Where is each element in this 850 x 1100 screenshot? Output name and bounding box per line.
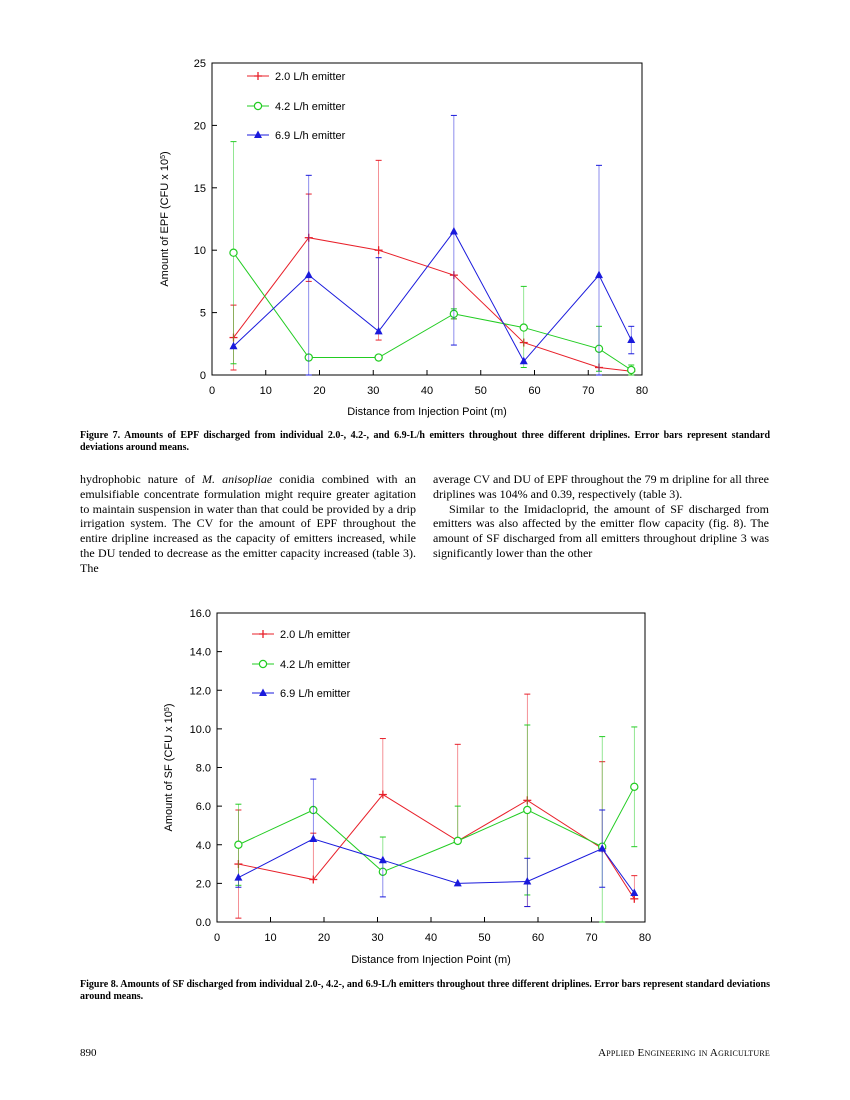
x-tick-label: 30 — [371, 932, 383, 944]
series-line — [238, 786, 635, 873]
y-tick-label: 8.0 — [196, 763, 211, 775]
y-tick-label: 15 — [194, 183, 206, 195]
legend-label: 6.9 L/h emitter — [280, 688, 351, 700]
x-tick-label: 80 — [639, 932, 651, 944]
data-point — [630, 888, 639, 897]
y-tick-label: 4.0 — [196, 840, 211, 852]
series-1 — [229, 141, 636, 376]
series-2 — [229, 114, 636, 376]
legend-marker — [259, 688, 267, 696]
data-point — [234, 873, 243, 881]
x-tick-label: 0 — [209, 385, 215, 397]
figure-7-svg: 0 10 20 30 40 50 60 70 80 0 5 10 15 20 25 Distance from… — [159, 58, 648, 418]
data-point — [453, 878, 462, 887]
y-tick-label: 6.0 — [196, 801, 211, 813]
figure-8-caption: Figure 8. Amounts of SF discharged from … — [80, 979, 770, 1002]
y-tick-label: 10.0 — [190, 724, 211, 736]
series-line — [233, 252, 632, 371]
data-point — [519, 356, 528, 365]
figure-8-svg: 0 10 20 30 40 50 60 70 80 0.0 2.0 4.0 6.0 8.0 10.0 12.0… — [163, 608, 651, 966]
data-point — [229, 341, 238, 350]
figure-7-caption: Figure 7. Amounts of EPF discharged from… — [80, 430, 770, 453]
data-point — [627, 365, 636, 375]
data-point — [598, 844, 607, 852]
y-tick-label: 12.0 — [190, 685, 211, 697]
legend-marker — [254, 130, 262, 138]
data-point — [449, 226, 458, 235]
y-tick-label: 0.0 — [196, 917, 211, 929]
x-tick-label: 80 — [636, 385, 648, 397]
data-point — [234, 840, 243, 849]
data-point — [523, 876, 532, 885]
y-tick-label: 20 — [194, 120, 206, 132]
x-tick-label: 60 — [532, 932, 544, 944]
body-text-right-column: average CV and DU of EPF throughout the … — [433, 472, 769, 561]
y-tick-label: 0 — [200, 370, 206, 382]
x-tick-label: 50 — [478, 932, 490, 944]
x-tick-label: 10 — [264, 932, 276, 944]
data-point — [519, 323, 528, 332]
legend-marker — [258, 659, 268, 669]
legend-label: 2.0 L/h emitter — [280, 629, 351, 641]
legend-label: 4.2 L/h emitter — [275, 101, 346, 113]
data-point — [309, 834, 318, 842]
data-point — [378, 855, 387, 864]
x-tick-label: 70 — [585, 932, 597, 944]
data-point — [453, 836, 462, 846]
body-paragraph-left: hydrophobic nature of M. anisopliae coni… — [80, 472, 416, 575]
journal-name: Applied Engineering in Agriculture — [598, 1047, 770, 1059]
legend-label: 4.2 L/h emitter — [280, 659, 351, 671]
y-tick-label: 25 — [194, 58, 206, 70]
x-axis-label: Distance from Injection Point (m) — [351, 954, 511, 966]
series-line — [233, 237, 632, 372]
body-text-left-column: hydrophobic nature of M. anisopliae coni… — [80, 472, 416, 576]
x-tick-label: 60 — [528, 385, 540, 397]
x-tick-label: 20 — [318, 932, 330, 944]
data-point — [595, 270, 603, 279]
body-text-columns: hydrophobic nature of M. anisopliae coni… — [80, 472, 770, 584]
figure-8-chart: 0 10 20 30 40 50 60 70 80 0.0 2.0 4.0 6.0 8.0 10.0 12.0… — [0, 598, 850, 973]
y-tick-label: 14.0 — [190, 647, 211, 659]
y-tick-label: 10 — [194, 245, 206, 257]
data-point — [374, 326, 383, 335]
y-axis-label: Amount of EPF (CFU x 105) — [159, 151, 171, 286]
y-axis-label: Amount of SF (CFU x 105) — [163, 703, 175, 831]
y-tick-label: 5 — [200, 308, 206, 320]
legend-label: 2.0 L/h emitter — [275, 71, 346, 83]
data-point — [374, 353, 383, 362]
y-tick-label: 16.0 — [190, 608, 211, 620]
series-line — [238, 838, 635, 894]
data-point — [523, 805, 532, 815]
series-line — [233, 230, 632, 363]
data-point — [304, 270, 313, 279]
series-0 — [229, 159, 636, 376]
x-tick-label: 20 — [313, 385, 325, 397]
page-number: 890 — [80, 1047, 97, 1059]
body-paragraph-right-2: Similar to the Imidacloprid, the amount … — [433, 501, 769, 560]
body-paragraph-right-1: average CV and DU of EPF throughout the … — [433, 472, 769, 501]
data-point — [627, 335, 636, 344]
series-2 — [234, 778, 639, 908]
x-tick-label: 0 — [214, 932, 220, 944]
legend-marker — [253, 101, 263, 111]
data-point — [229, 248, 238, 257]
data-point — [630, 782, 639, 792]
x-tick-label: 50 — [475, 385, 487, 397]
series-1 — [234, 724, 639, 923]
x-tick-label: 10 — [260, 385, 272, 397]
series-0 — [234, 693, 639, 919]
figure-7-chart: 0 10 20 30 40 50 60 70 80 0 5 10 15 20 25 Distance from… — [0, 50, 850, 425]
x-tick-label: 30 — [367, 385, 379, 397]
legend-label: 6.9 L/h emitter — [275, 130, 346, 142]
x-tick-label: 40 — [421, 385, 433, 397]
x-axis-label: Distance from Injection Point (m) — [347, 406, 507, 418]
y-tick-label: 2.0 — [196, 878, 211, 890]
x-tick-label: 40 — [425, 932, 437, 944]
x-tick-label: 70 — [582, 385, 594, 397]
